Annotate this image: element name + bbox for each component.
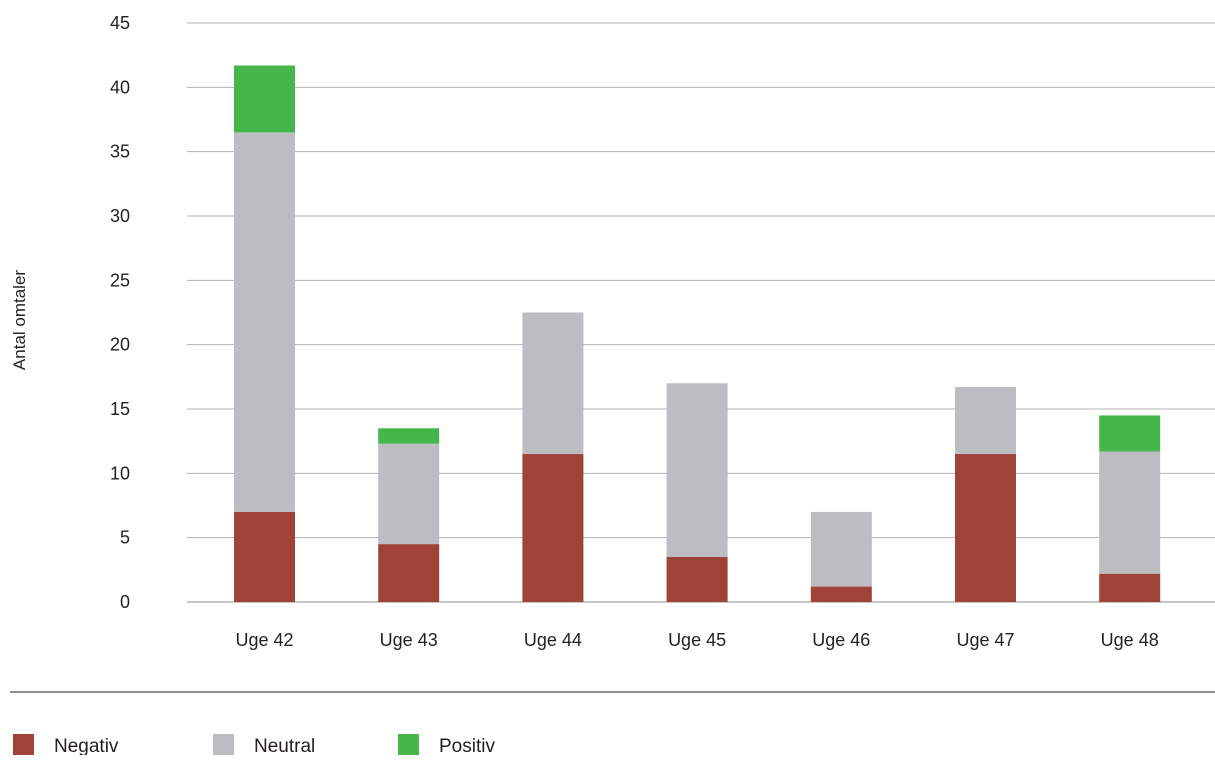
legend-swatch-neutral <box>213 734 234 755</box>
bar-segment-neutral <box>1099 451 1161 574</box>
legend-swatch-negativ <box>13 734 34 755</box>
x-tick-label: Uge 43 <box>380 630 438 650</box>
bar-segment-neutral <box>378 443 440 545</box>
y-tick-label: 20 <box>110 335 130 355</box>
grid-layer <box>187 22 1215 603</box>
y-tick-label: 30 <box>110 206 130 226</box>
x-tick-label: Uge 47 <box>956 630 1014 650</box>
bar-segment-negativ <box>234 511 295 602</box>
bar-segment-negativ <box>955 454 1016 602</box>
y-tick-label: 0 <box>120 592 130 612</box>
bar-segment-negativ <box>522 454 584 602</box>
bar-segment-negativ <box>1099 573 1161 602</box>
y-tick-labels: 0 5 10 15 20 25 30 35 40 45 <box>110 13 130 612</box>
y-tick-label: 5 <box>120 528 130 548</box>
y-tick-label: 40 <box>110 77 130 97</box>
y-tick-label: 45 <box>110 13 130 33</box>
x-tick-label: Uge 48 <box>1101 630 1159 650</box>
bar-segment-neutral <box>955 387 1016 455</box>
bar-segment-negativ <box>810 586 872 602</box>
x-tick-label: Uge 45 <box>668 630 726 650</box>
bar-segment-neutral <box>522 312 584 455</box>
bar-segment-neutral <box>666 383 728 557</box>
legend: Negativ Neutral Positiv <box>13 734 495 757</box>
y-axis-label: Antal omtaler <box>10 270 29 370</box>
legend-label-negativ: Negativ <box>54 736 119 755</box>
y-tick-label: 15 <box>110 399 130 419</box>
legend-label-neutral: Neutral <box>254 736 315 755</box>
y-tick-label: 35 <box>110 142 130 162</box>
y-tick-label: 10 <box>110 463 130 483</box>
x-tick-label: Uge 42 <box>235 630 293 650</box>
bars-layer <box>234 65 1161 602</box>
bar-segment-positiv <box>378 428 440 444</box>
bar-segment-neutral <box>810 511 872 587</box>
x-tick-labels: Uge 42 Uge 43 Uge 44 Uge 45 Uge 46 Uge 47 Uge … <box>235 630 1158 650</box>
bar-segment-neutral <box>234 132 295 512</box>
bar-segment-negativ <box>378 544 440 602</box>
y-tick-label: 25 <box>110 270 130 290</box>
legend-swatch-positiv <box>398 734 419 755</box>
legend-label-positiv: Positiv <box>439 736 495 755</box>
bar-segment-positiv <box>1099 415 1161 452</box>
x-tick-label: Uge 46 <box>812 630 870 650</box>
bar-segment-positiv <box>234 65 295 133</box>
bar-segment-negativ <box>666 556 728 602</box>
x-tick-label: Uge 44 <box>524 630 582 650</box>
